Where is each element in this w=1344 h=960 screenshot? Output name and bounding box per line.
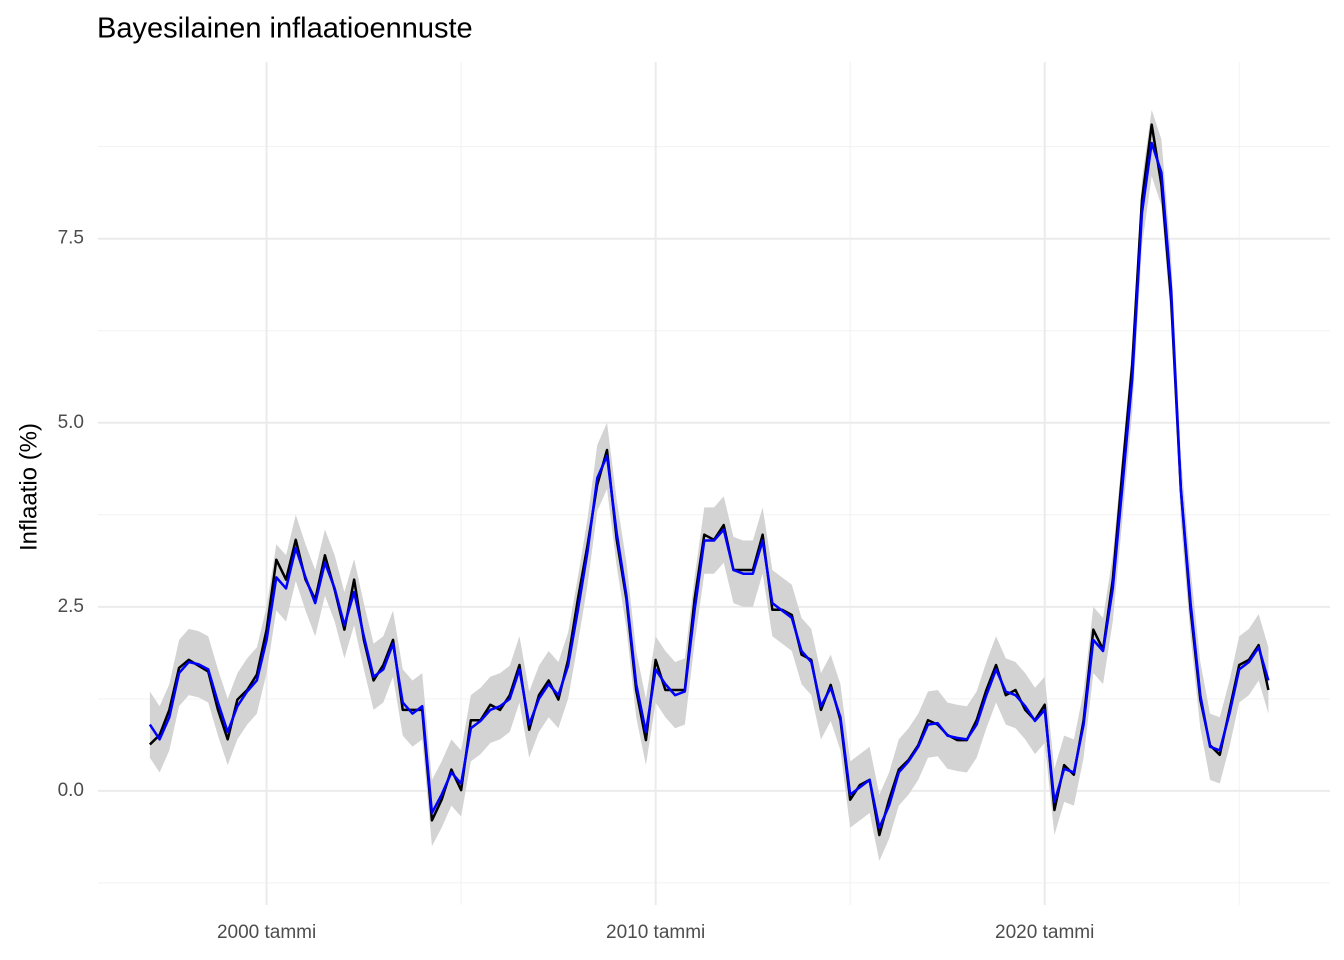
series-line xyxy=(148,141,1270,829)
x-tick-label: 2020 tammi xyxy=(995,922,1094,943)
y-tick-label: 5.0 xyxy=(58,412,84,433)
y-axis-label: Inflaatio (%) xyxy=(15,423,42,551)
y-tick-label: 2.5 xyxy=(58,596,84,617)
x-tick-label: 2000 tammi xyxy=(217,922,316,943)
series-line xyxy=(148,123,1270,837)
x-tick-label: 2010 tammi xyxy=(606,922,705,943)
forecast-band xyxy=(149,109,1269,861)
y-tick-label: 0.0 xyxy=(58,780,84,801)
y-tick-label: 7.5 xyxy=(58,228,84,249)
chart-title: Bayesilainen inflaatioennuste xyxy=(97,13,473,45)
